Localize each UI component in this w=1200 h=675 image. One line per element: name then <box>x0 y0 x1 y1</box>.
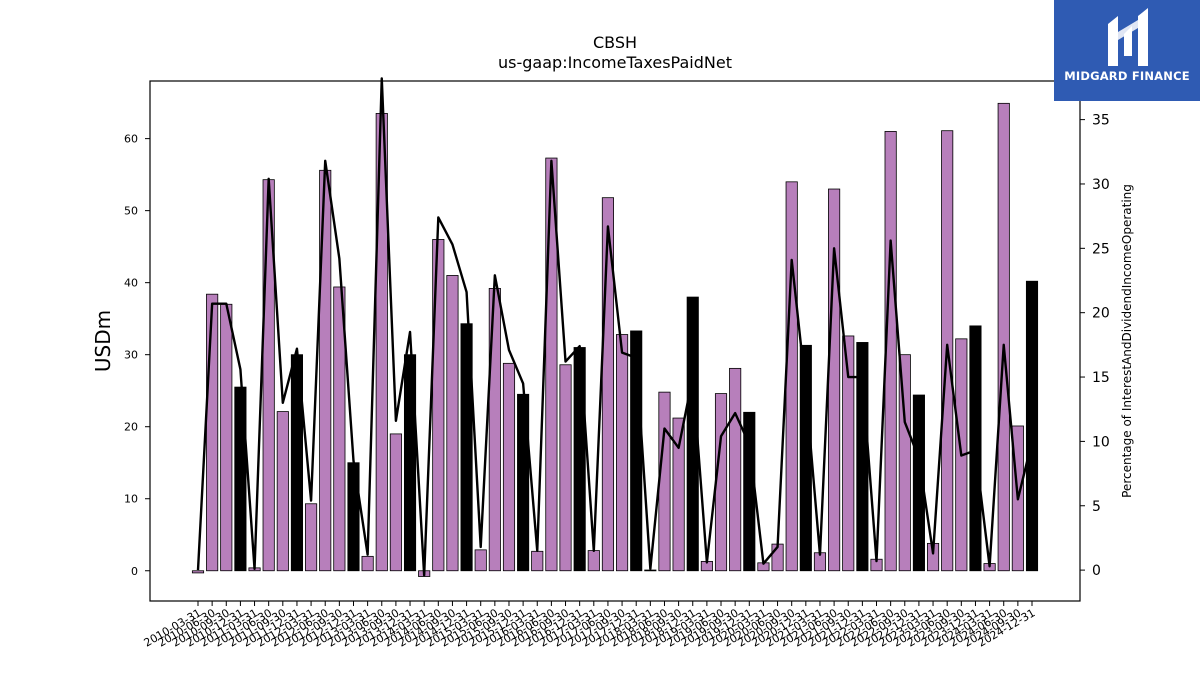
y2-tick-label: 0 <box>1092 563 1101 579</box>
bar <box>276 411 289 572</box>
bar <box>333 286 346 572</box>
bar <box>305 503 318 572</box>
chart-subtitle: us-gaap:IncomeTaxesPaidNet <box>498 53 732 72</box>
bar <box>347 462 360 572</box>
y-tick-label: 0 <box>131 565 138 578</box>
bar <box>474 549 487 572</box>
bar <box>729 367 742 572</box>
bar <box>460 323 473 572</box>
y2-tick-label: 30 <box>1092 177 1110 193</box>
bar <box>206 293 219 572</box>
logo-mark-icon <box>1108 8 1148 66</box>
y2-axis-label: Percentage of InterestAndDividendIncomeO… <box>1120 184 1134 498</box>
y-axis-left: 0 10 20 30 40 50 60 <box>124 133 150 578</box>
bar <box>969 325 982 572</box>
bar <box>403 354 417 572</box>
bar <box>545 157 558 572</box>
bar <box>446 275 459 572</box>
bar-series <box>191 102 1039 577</box>
bar <box>502 362 516 572</box>
bar <box>531 550 544 572</box>
bar <box>573 347 586 572</box>
chart-title: CBSH <box>593 33 637 52</box>
y2-tick-label: 35 <box>1092 113 1110 129</box>
line-series <box>196 77 1034 577</box>
bar <box>898 354 911 572</box>
bar <box>191 570 205 574</box>
y-tick-label: 50 <box>124 205 138 218</box>
y2-tick-label: 25 <box>1092 241 1110 257</box>
bar <box>644 569 657 572</box>
y-axis-label: USDm <box>91 310 115 372</box>
y-tick-label: 60 <box>124 133 138 146</box>
bar <box>912 394 925 572</box>
bar <box>616 334 629 572</box>
bar <box>1025 280 1039 572</box>
bar <box>686 296 699 572</box>
y-tick-label: 20 <box>124 421 138 434</box>
y-tick-label: 10 <box>124 493 138 506</box>
y-tick-label: 40 <box>124 277 138 290</box>
bar <box>601 197 614 572</box>
y-axis-right: 0 5 10 15 20 25 30 35 <box>1080 113 1110 579</box>
y2-tick-label: 15 <box>1092 370 1110 386</box>
bar <box>828 188 841 572</box>
bar <box>672 417 685 572</box>
logo-text: MIDGARD FINANCE <box>1064 69 1190 83</box>
bar <box>842 335 855 572</box>
x-axis: 2010-03-312010-06-302010-09-302010-12-31… <box>142 601 1038 650</box>
bar <box>785 181 798 572</box>
bar <box>587 550 600 572</box>
bar <box>658 391 671 572</box>
y-tick-label: 30 <box>124 349 138 362</box>
y2-tick-label: 10 <box>1092 434 1110 450</box>
bar <box>997 102 1010 572</box>
series-line <box>196 77 1034 577</box>
midgard-finance-logo: MIDGARD FINANCE <box>1054 0 1200 101</box>
y2-tick-label: 5 <box>1092 499 1101 515</box>
bar <box>389 433 402 572</box>
bar <box>361 555 374 572</box>
bar <box>234 386 247 572</box>
plot-frame <box>149 80 1081 602</box>
y2-tick-label: 20 <box>1092 306 1110 322</box>
bar <box>220 303 233 572</box>
bar <box>559 364 572 572</box>
